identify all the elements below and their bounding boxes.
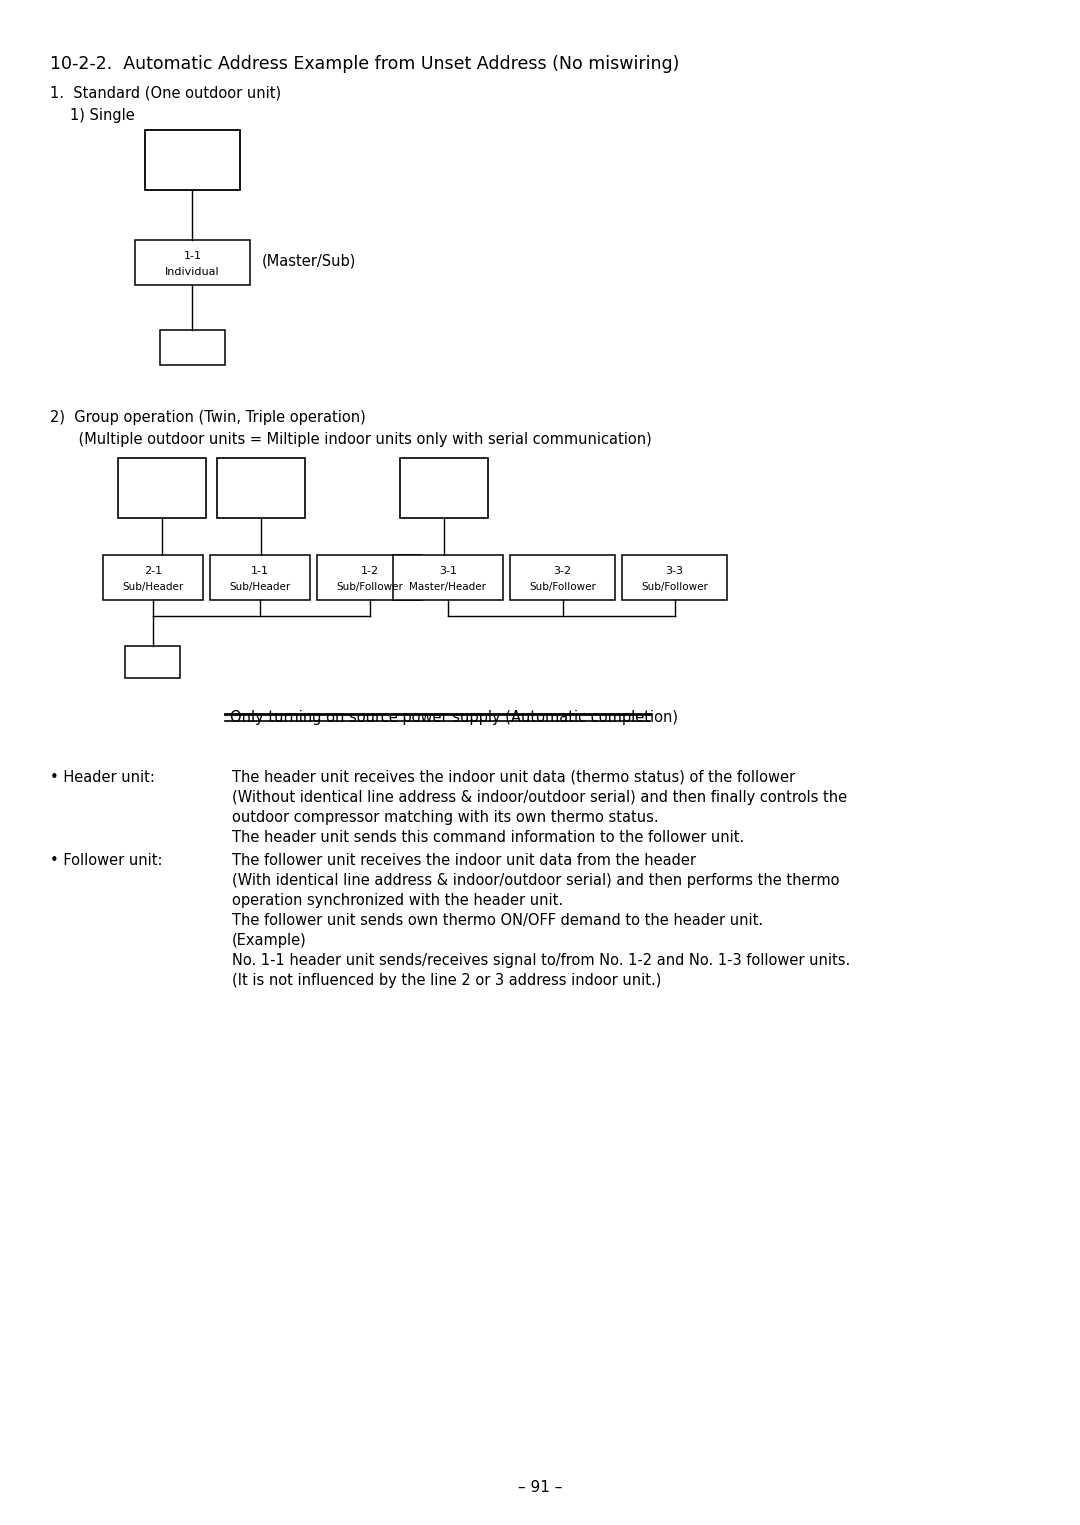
Text: The header unit sends this command information to the follower unit.: The header unit sends this command infor…	[232, 830, 744, 845]
Text: operation synchronized with the header unit.: operation synchronized with the header u…	[232, 894, 563, 907]
Text: 1-1: 1-1	[184, 252, 202, 261]
Text: 2)  Group operation (Twin, Triple operation): 2) Group operation (Twin, Triple operati…	[50, 410, 366, 425]
Text: The follower unit sends own thermo ON/OFF demand to the header unit.: The follower unit sends own thermo ON/OF…	[232, 913, 764, 929]
Text: outdoor compressor matching with its own thermo status.: outdoor compressor matching with its own…	[232, 810, 659, 825]
Bar	[118, 458, 206, 518]
Bar	[217, 458, 305, 518]
Bar	[318, 555, 422, 599]
Text: Sub/Header: Sub/Header	[122, 583, 184, 592]
Bar	[125, 647, 180, 679]
Text: 1-2: 1-2	[361, 566, 379, 576]
Text: 10-2-2.  Automatic Address Example from Unset Address (No miswiring): 10-2-2. Automatic Address Example from U…	[50, 55, 679, 73]
Text: Master/Header: Master/Header	[409, 583, 486, 592]
Text: Sub/Header: Sub/Header	[229, 583, 291, 592]
Text: The follower unit receives the indoor unit data from the header: The follower unit receives the indoor un…	[232, 852, 696, 868]
Text: 1-1: 1-1	[251, 566, 269, 576]
Text: (Multiple outdoor units = Miltiple indoor units only with serial communication): (Multiple outdoor units = Miltiple indoo…	[60, 432, 651, 447]
Text: – 91 –: – 91 –	[517, 1479, 563, 1494]
Text: • Header unit:: • Header unit:	[50, 770, 154, 785]
Text: 3-2: 3-2	[553, 566, 571, 576]
Text: Sub/Follower: Sub/Follower	[642, 583, 707, 592]
Bar	[145, 130, 240, 191]
Text: Only turning on source power supply (Automatic completion): Only turning on source power supply (Aut…	[230, 711, 678, 724]
Text: 1) Single: 1) Single	[70, 108, 135, 124]
Bar	[103, 555, 203, 599]
Bar	[510, 555, 615, 599]
Bar	[400, 458, 488, 518]
Text: No. 1-1 header unit sends/receives signal to/from No. 1-2 and No. 1-3 follower u: No. 1-1 header unit sends/receives signa…	[232, 953, 850, 968]
Bar	[622, 555, 727, 599]
Text: Sub/Follower: Sub/Follower	[336, 583, 403, 592]
Text: (With identical line address & indoor/outdoor serial) and then performs the ther: (With identical line address & indoor/ou…	[232, 872, 839, 888]
Text: (Master/Sub): (Master/Sub)	[262, 255, 356, 268]
Text: (It is not influenced by the line 2 or 3 address indoor unit.): (It is not influenced by the line 2 or 3…	[232, 973, 661, 988]
Text: (Without identical line address & indoor/outdoor serial) and then finally contro: (Without identical line address & indoor…	[232, 790, 847, 805]
Bar	[393, 555, 503, 599]
Bar	[135, 239, 249, 285]
Text: 3-3: 3-3	[665, 566, 684, 576]
Text: • Follower unit:: • Follower unit:	[50, 852, 162, 868]
Bar	[160, 329, 225, 364]
Text: Individual: Individual	[165, 267, 220, 278]
Text: 3-1: 3-1	[438, 566, 457, 576]
Text: Sub/Follower: Sub/Follower	[529, 583, 596, 592]
Text: The header unit receives the indoor unit data (thermo status) of the follower: The header unit receives the indoor unit…	[232, 770, 795, 785]
Text: (Example): (Example)	[232, 933, 307, 949]
Text: 1.  Standard (One outdoor unit): 1. Standard (One outdoor unit)	[50, 85, 281, 101]
Bar	[210, 555, 310, 599]
Text: 2-1: 2-1	[144, 566, 162, 576]
